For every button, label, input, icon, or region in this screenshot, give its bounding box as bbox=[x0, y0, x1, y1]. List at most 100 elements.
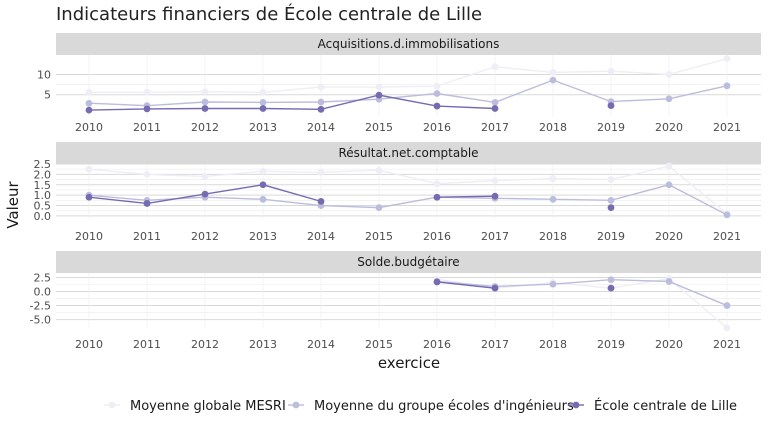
data-point bbox=[723, 211, 731, 219]
y-tick-label: 10 bbox=[37, 68, 51, 81]
data-point bbox=[491, 192, 499, 200]
panels: Acquisitions.d.immobilisations 5 10 2010 201… bbox=[30, 33, 761, 351]
x-tick-label: 2019 bbox=[597, 338, 625, 351]
data-point bbox=[607, 67, 615, 75]
data-point bbox=[317, 83, 325, 91]
x-tick-label: 2021 bbox=[713, 338, 741, 351]
x-tick-label: 2017 bbox=[481, 338, 509, 351]
x-tick-label: 2020 bbox=[655, 121, 683, 134]
x-tick-label: 2018 bbox=[539, 230, 567, 243]
x-tick-label: 2013 bbox=[249, 230, 277, 243]
series-line bbox=[89, 57, 728, 93]
series-line bbox=[88, 94, 496, 111]
data-point bbox=[665, 71, 673, 78]
data-point bbox=[607, 204, 615, 212]
x-tick-label: 2012 bbox=[191, 338, 219, 351]
x-tick-label: 2013 bbox=[249, 121, 277, 134]
facet-title: Résultat.net.comptable bbox=[338, 146, 478, 160]
data-point bbox=[375, 166, 383, 174]
legend: Moyenne globale MESRI Moyenne du groupe é… bbox=[104, 398, 737, 414]
data-point bbox=[201, 190, 209, 198]
data-point bbox=[259, 167, 267, 175]
data-point bbox=[85, 88, 93, 96]
data-point bbox=[665, 278, 673, 285]
x-tick-label: 2016 bbox=[423, 338, 451, 351]
data-point bbox=[201, 98, 209, 106]
series bbox=[85, 55, 731, 96]
data-point bbox=[433, 180, 441, 188]
y-tick-label: 0.0 bbox=[34, 210, 52, 223]
chart-title: Indicateurs financiers de École centrale… bbox=[56, 3, 482, 25]
data-point bbox=[317, 98, 325, 106]
x-tick-label: 2015 bbox=[365, 338, 393, 351]
data-point bbox=[375, 83, 383, 91]
panel-1: Acquisitions.d.immobilisations 5 10 2010 201… bbox=[37, 33, 761, 134]
y-axis-title: Valeur bbox=[4, 180, 22, 228]
series-line bbox=[436, 281, 496, 289]
data-point bbox=[665, 95, 673, 103]
data-point bbox=[317, 105, 325, 113]
x-tick-label: 2010 bbox=[75, 230, 103, 243]
legend-label: Moyenne du groupe écoles d'ingénieurs bbox=[314, 399, 574, 414]
x-tick-label: 2014 bbox=[307, 121, 335, 134]
series-line bbox=[88, 79, 728, 107]
legend-key-point bbox=[292, 401, 300, 409]
panel-3: Solde.budgétaire -5.0-2.50.0 2.5 2010 2011 20… bbox=[30, 251, 761, 351]
series bbox=[433, 278, 615, 292]
x-tick-label: 2019 bbox=[597, 121, 625, 134]
x-tick-label: 2020 bbox=[655, 338, 683, 351]
series-line bbox=[88, 184, 728, 216]
data-point bbox=[549, 69, 557, 76]
x-tick-label: 2012 bbox=[191, 121, 219, 134]
x-axis-title: exercice bbox=[378, 354, 440, 372]
x-tick-label: 2019 bbox=[597, 230, 625, 243]
y-tick-label: 2.5 bbox=[34, 271, 52, 284]
y-tick-label: 0.5 bbox=[34, 200, 52, 213]
data-point bbox=[259, 105, 267, 112]
legend-item: Moyenne globale MESRI bbox=[104, 399, 286, 414]
series bbox=[85, 181, 731, 219]
y-tick-label: 0.0 bbox=[34, 286, 52, 299]
data-point bbox=[607, 196, 615, 204]
y-tick-label: 5 bbox=[44, 89, 51, 102]
x-tick-label: 2021 bbox=[713, 230, 741, 243]
series-line bbox=[436, 279, 728, 307]
data-point bbox=[491, 177, 499, 185]
y-tick-label: 2.5 bbox=[34, 158, 52, 171]
data-point bbox=[85, 165, 93, 173]
series bbox=[85, 162, 731, 218]
data-point bbox=[549, 76, 557, 84]
x-tick-label: 2010 bbox=[75, 121, 103, 134]
x-tick-label: 2018 bbox=[539, 121, 567, 134]
data-point bbox=[723, 324, 731, 332]
legend-key-point bbox=[108, 401, 116, 409]
data-point bbox=[433, 102, 441, 110]
facet-strip bbox=[56, 142, 761, 164]
x-tick-label: 2010 bbox=[75, 338, 103, 351]
data-point bbox=[607, 102, 615, 110]
data-point bbox=[607, 176, 615, 183]
data-point bbox=[85, 193, 93, 201]
data-point bbox=[259, 99, 267, 106]
data-point bbox=[549, 175, 557, 182]
x-tick-label: 2014 bbox=[307, 230, 335, 243]
legend-key-point bbox=[572, 401, 580, 409]
y-tick-label: -2.5 bbox=[30, 300, 51, 313]
data-point bbox=[85, 99, 93, 107]
series bbox=[85, 91, 615, 114]
x-tick-label: 2015 bbox=[365, 230, 393, 243]
data-point bbox=[491, 284, 499, 292]
data-point bbox=[85, 106, 93, 114]
series bbox=[85, 181, 615, 212]
data-point bbox=[723, 55, 731, 63]
data-point bbox=[201, 105, 209, 112]
x-tick-label: 2016 bbox=[423, 230, 451, 243]
y-tick-label: 2.0 bbox=[34, 168, 52, 181]
data-point bbox=[201, 88, 209, 96]
data-point bbox=[433, 82, 441, 90]
data-point bbox=[259, 181, 267, 189]
x-tick-label: 2017 bbox=[481, 230, 509, 243]
y-tick-label: 1.5 bbox=[34, 179, 52, 192]
facet-strip bbox=[56, 33, 761, 55]
series bbox=[85, 76, 731, 110]
